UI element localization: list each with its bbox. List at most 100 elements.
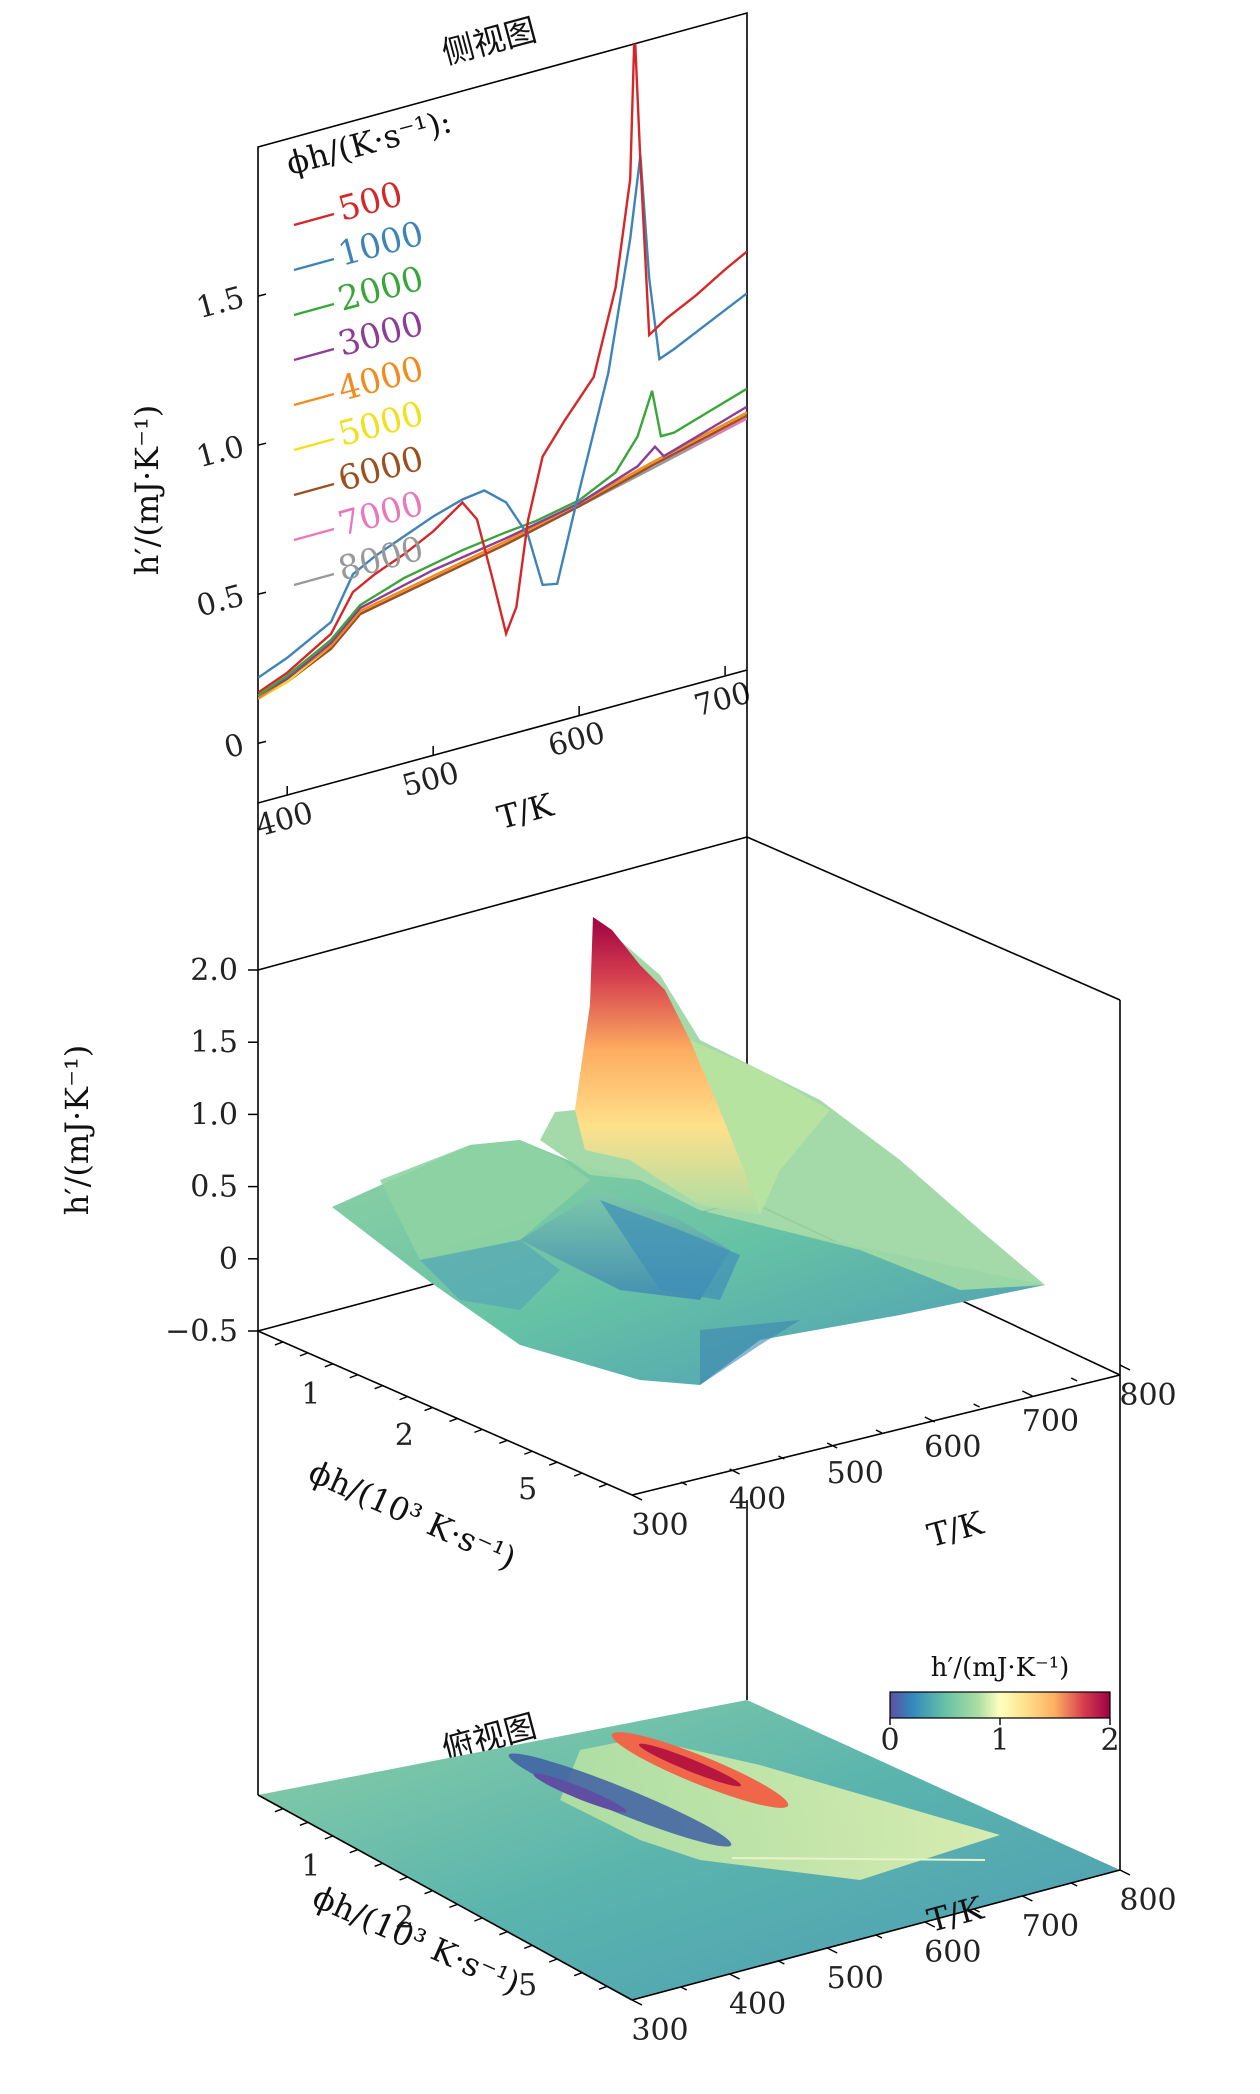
surface-ttick-mark [778,1455,785,1460]
side-ytick-label: 1.5 [193,280,248,326]
side-xtick-label: 400 [253,796,317,845]
top-view-valley-core [533,1773,627,1813]
legend-swatch-6000 [293,482,335,497]
surface-ttick-label: 600 [924,1430,981,1465]
surface-ttick-mark [1022,1390,1033,1397]
surface-ttick-mark [729,1468,740,1475]
surface-phitick-label: 5 [518,1472,537,1507]
top-view-ridge [560,1738,1000,1880]
top-phitick-mark [598,1985,608,1990]
top-ttick-mark [875,1934,883,1939]
colorbar-label: h′/(mJ·K⁻¹) [931,1653,1070,1683]
colorbar [889,1691,1111,1719]
surface-ticks: −0.5 0 0.5 1.0 1.5 2.0 300 400 500 600 700 800 1 2 5 [165,953,1176,1543]
colorbar-ticks: 0 1 2 [880,1718,1120,1758]
top-ttick-mark [1119,1869,1131,1876]
side-ytick-mark [257,293,267,297]
top-phitick-label: 1 [301,1849,320,1884]
legend-swatch-5000 [293,437,335,452]
surface-phitick-mark [349,1374,358,1379]
side-view-series-group [258,28,747,700]
top-ttick-label: 500 [827,1961,884,1996]
top-phitick-mark [299,1821,309,1826]
top-phitick-mark [524,1944,533,1949]
top-ttick-label: 400 [729,1987,786,2022]
surface-ttick-mark [1119,1364,1131,1371]
surface-ztick-label: −0.5 [165,1314,238,1349]
top-ttick-label: 300 [631,2013,688,2048]
surface-phitick-mark [299,1352,309,1357]
top-ttick-mark [973,1908,980,1913]
surface-ttick-label: 500 [827,1456,884,1491]
surface-phitick-mark [499,1439,508,1444]
top-ttick-mark [1070,1882,1078,1887]
surface-ttick-mark [973,1403,980,1408]
surface-ttick-mark [875,1429,883,1434]
series-line-500 [258,28,747,694]
side-view-frame [257,11,748,805]
surface-ttick-label: 300 [631,1508,688,1543]
top-ttick-label: 600 [924,1935,981,1970]
side-ytick-label: 0 [221,727,249,766]
surface-ttick-label: 700 [1022,1404,1079,1439]
top-ttick-mark [729,1973,740,1980]
top-phitick-mark [548,1958,558,1963]
top-view-streak [731,1857,986,1861]
top-view-valley [508,1753,732,1847]
surface-zlabel: h′/(mJ·K⁻¹) [58,1045,96,1216]
legend-swatch-500 [293,212,335,227]
surface-ztick-label: 0.5 [190,1170,238,1205]
top-ttick-mark [680,1986,688,1991]
top-phitick-mark [274,1808,284,1813]
top-ttick-label: 700 [1022,1909,1079,1944]
legend-swatch-1000 [293,257,335,272]
top-phitick-mark [399,1876,408,1881]
side-ytick-mark [257,442,267,446]
top-phitick-mark [449,1903,458,1908]
top-phitick-mark [424,1890,433,1895]
top-phitick-mark [474,1917,483,1922]
legend-swatch-8000 [293,572,335,587]
surface-ztick-label: 0 [219,1242,238,1277]
surface-ztick-label: 1.0 [190,1097,238,1132]
surface-ttick-mark [924,1416,936,1423]
series-line-2000 [258,387,747,697]
surface-tlabel: T/K [923,1503,988,1554]
surface-phitick-label: 2 [395,1418,414,1453]
series-line-1000 [258,155,747,679]
colorbar-tick-label: 2 [1100,1723,1119,1758]
side-ytick-label: 1.0 [193,429,248,475]
surface-phitick-mark [424,1406,433,1412]
legend-swatch-4000 [293,392,335,407]
surface-ttick-mark [631,1494,643,1501]
top-phitick-mark [374,1862,383,1867]
top-phitick-mark [349,1849,358,1854]
surface-panel: −0.5 0 0.5 1.0 1.5 2.0 300 400 500 600 700 800 1 2 5 h… [58,670,1177,1870]
top-ttick-mark [1022,1895,1033,1902]
surface-ttick-mark [680,1481,688,1486]
surface-phitick-mark [274,1341,284,1346]
surface-phitick-mark [324,1363,334,1368]
top-view-peak-core [638,1743,742,1787]
top-phitick-label: 2 [395,1900,414,1935]
top-view-ticks: 300 400 500 600 700 800 1 2 5 [274,1808,1177,2048]
surface-ttick-mark [826,1442,838,1449]
surface-phitick-mark [374,1385,383,1390]
top-ttick-mark [778,1960,785,1965]
legend-swatch-7000 [293,527,335,542]
surface-mesh [332,917,1045,1385]
top-phitick-mark [499,1931,508,1936]
surface-ttick-mark [1070,1377,1078,1382]
top-ttick-mark [924,1921,936,1928]
top-phitick-label: 5 [518,1968,537,2003]
surface-phitick-mark [573,1472,583,1477]
surface-ztick-label: 1.5 [190,1025,238,1060]
side-ytick-label: 0.5 [193,578,248,624]
legend-swatch-2000 [293,302,335,317]
top-ttick-label: 800 [1119,1883,1176,1918]
top-ttick-mark [631,1999,643,2006]
